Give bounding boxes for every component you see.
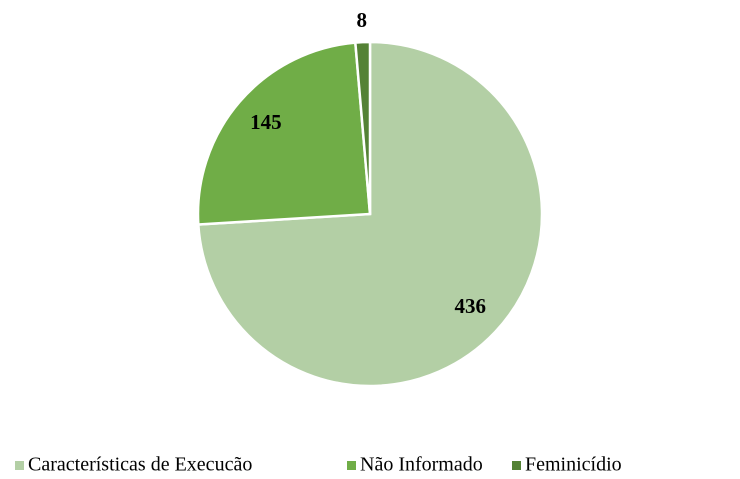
- legend-label: Não Informado: [360, 454, 483, 476]
- legend-swatch: [347, 461, 356, 470]
- pie-slice: [196, 41, 372, 226]
- legend-swatch: [15, 461, 24, 470]
- data-label: 145: [250, 110, 282, 134]
- pie-slice: [353, 40, 372, 215]
- data-label: 8: [357, 8, 368, 32]
- legend-label: Características de Execucão: [28, 454, 252, 476]
- legend-label: Feminicídio: [525, 454, 622, 476]
- data-label: 436: [454, 294, 486, 318]
- legend-swatch: [512, 461, 521, 470]
